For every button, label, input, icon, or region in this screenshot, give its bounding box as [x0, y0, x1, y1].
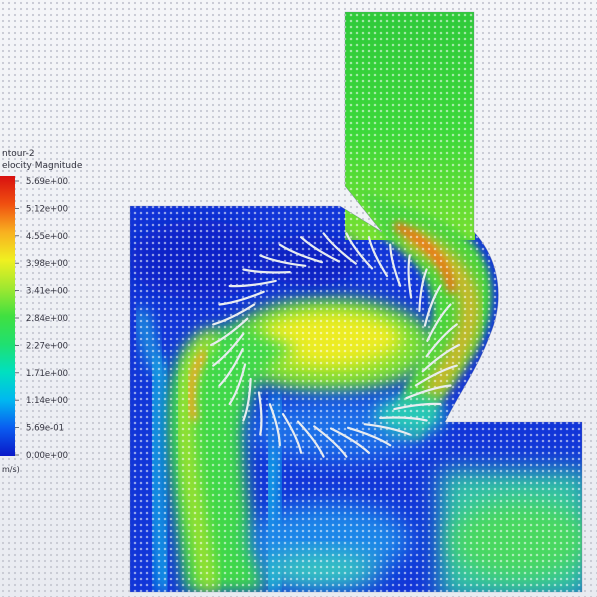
runner-blade [212, 332, 245, 367]
runner-blade [426, 303, 452, 342]
legend: ntour-2 elocity Magnitude 5.69e+00 5.12e+… [0, 149, 83, 474]
runner-blade [210, 317, 249, 347]
runner-blade [393, 402, 442, 411]
legend-title-line-1: ntour-2 [2, 149, 35, 159]
colorbar-tick-label: 0.00e+00 [26, 451, 68, 461]
colorbar-tick-label: 5.69e-01 [26, 424, 64, 434]
colorbar [0, 176, 15, 456]
runner-blade [228, 363, 247, 406]
legend-title-line-2: elocity Magnitude [2, 161, 83, 171]
runner-blade [407, 254, 413, 299]
runner-blade [414, 364, 458, 387]
runner-blade [329, 427, 370, 454]
runner-blade [218, 290, 265, 306]
runner-blade [363, 423, 411, 436]
colorbar-tick-label: 1.71e+00 [26, 369, 68, 379]
colorbar-tick-label: 2.27e+00 [26, 341, 68, 351]
runner-blade [389, 243, 402, 287]
colorbar-tick-label: 1.14e+00 [26, 396, 68, 406]
runner-blade [421, 343, 460, 373]
runner-blade [418, 268, 428, 313]
colorbar-tick-label: 4.55e+00 [26, 232, 68, 242]
runner-blade [259, 254, 307, 267]
runner-blades [210, 232, 460, 458]
runner-blade [425, 323, 458, 358]
runner-blade [218, 348, 244, 387]
runner-blade [278, 243, 323, 264]
runner-blade [268, 403, 281, 447]
colorbar-tick-label: 3.98e+00 [26, 259, 68, 269]
runner-blade [379, 416, 428, 422]
runner-blade [257, 391, 263, 436]
runner-blade [313, 425, 348, 458]
runner-blade [212, 303, 256, 326]
runner-blade [347, 426, 392, 447]
colorbar-ticks: 5.69e+00 5.12e+00 4.55e+00 3.98e+00 3.41e+00… [15, 177, 68, 461]
runner-blade [300, 236, 341, 263]
runner-blade [345, 232, 374, 270]
runner-blade [242, 377, 252, 422]
runner-blade [322, 232, 357, 265]
runner-blade [281, 413, 303, 454]
colorbar-tick-label: 2.84e+00 [26, 314, 68, 324]
runner-blade [242, 268, 291, 274]
runner-blade [228, 279, 277, 288]
runner-blade [423, 284, 442, 327]
runner-blade [296, 420, 325, 458]
legend-unit-label: m/s) [2, 465, 20, 474]
colorbar-tick-label: 3.41e+00 [26, 287, 68, 297]
runner-blade [405, 384, 452, 400]
colorbar-tick-label: 5.69e+00 [26, 177, 68, 187]
runner-blade [367, 236, 389, 277]
colorbar-tick-label: 5.12e+00 [26, 204, 68, 214]
